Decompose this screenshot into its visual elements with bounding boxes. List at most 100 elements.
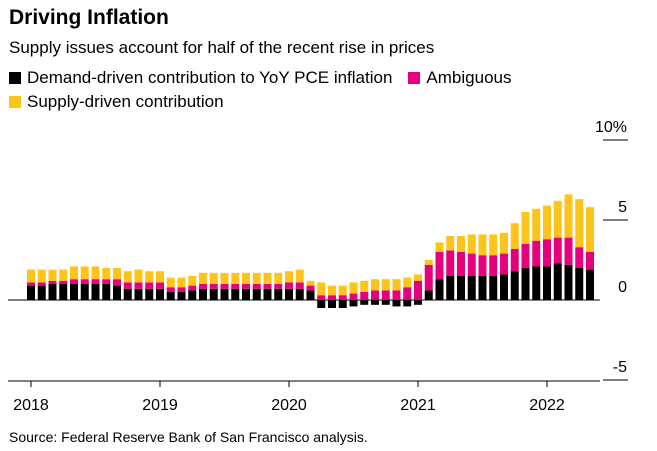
bar-supply-2019-06 [209, 272, 218, 284]
bar-demand-2021-05 [457, 276, 465, 300]
bar-supply-2021-06 [467, 234, 476, 254]
bar-ambiguous-2018-04 [59, 280, 68, 284]
bar-demand-2021-04 [446, 276, 455, 300]
bar-ambiguous-2018-11 [134, 282, 143, 289]
bar-supply-2020-07 [349, 282, 358, 294]
bar-ambiguous-2019-12 [274, 284, 283, 289]
bar-ambiguous-2018-12 [145, 282, 154, 289]
bar-demand-2019-11 [263, 288, 272, 300]
bar-supply-2020-01 [285, 271, 293, 283]
bar-ambiguous-2018-10 [123, 282, 132, 289]
bar-ambiguous-2021-08 [489, 255, 498, 276]
bar-supply-2021-03 [435, 242, 444, 252]
legend-label-ambiguous: Ambiguous [426, 68, 512, 87]
bar-ambiguous-2020-10 [381, 290, 390, 300]
bar-demand-2021-03 [435, 279, 444, 300]
bar-ambiguous-2020-06 [338, 295, 347, 300]
bar-ambiguous-2021-09 [500, 253, 508, 275]
bar-supply-2022-04 [575, 199, 584, 248]
bar-supply-2021-09 [500, 232, 508, 254]
bar-supply-2021-10 [510, 223, 519, 249]
bar-supply-2018-08 [102, 268, 111, 280]
bar-ambiguous-2020-03 [306, 285, 315, 291]
bar-demand-2019-09 [242, 288, 250, 300]
bar-ambiguous-2021-01 [414, 280, 422, 300]
bar-supply-2021-08 [489, 234, 498, 256]
bar-supply-2018-09 [113, 268, 121, 280]
bar-supply-2018-01 [27, 269, 35, 283]
bar-ambiguous-2019-05 [199, 284, 207, 289]
bar-ambiguous-2022-05 [586, 252, 594, 270]
bar-demand-2020-12 [403, 300, 412, 307]
bar-demand-2018-04 [59, 284, 68, 300]
bar-ambiguous-2019-09 [242, 284, 250, 289]
bar-ambiguous-2020-08 [360, 292, 369, 300]
bar-ambiguous-2018-05 [70, 279, 78, 284]
bar-ambiguous-2021-10 [510, 248, 519, 272]
bar-demand-2018-08 [102, 284, 111, 300]
bar-ambiguous-2022-04 [575, 247, 584, 268]
bar-ambiguous-2018-03 [48, 280, 57, 284]
bar-demand-2021-02 [424, 290, 433, 300]
bar-demand-2022-01 [543, 266, 551, 300]
bar-demand-2022-04 [575, 268, 584, 300]
legend-swatch-supply [9, 96, 21, 108]
bar-supply-2018-10 [123, 271, 132, 283]
bar-supply-2019-03 [177, 277, 186, 288]
bar-supply-2022-03 [564, 194, 573, 238]
bar-supply-2018-12 [145, 271, 154, 283]
bar-supply-2021-07 [478, 234, 487, 256]
bar-ambiguous-2019-03 [177, 287, 186, 292]
bar-supply-2019-02 [166, 277, 175, 288]
bar-supply-2021-01 [414, 274, 422, 281]
bar-demand-2020-09 [371, 300, 379, 305]
legend-row-1: Demand-driven contribution to YoY PCE in… [9, 68, 527, 88]
bar-supply-2020-09 [371, 279, 379, 291]
x-tick-label: 2020 [271, 397, 307, 414]
bar-supply-2020-11 [392, 279, 401, 291]
bar-demand-2020-06 [338, 300, 347, 308]
bar-ambiguous-2022-03 [564, 237, 573, 265]
bar-demand-2021-07 [478, 276, 487, 300]
legend-label-demand: Demand-driven contribution to YoY PCE in… [27, 68, 393, 87]
bar-ambiguous-2020-02 [295, 282, 304, 289]
bar-ambiguous-2021-12 [532, 240, 541, 267]
y-tick-label: -5 [613, 359, 627, 376]
bar-ambiguous-2018-01 [27, 282, 35, 286]
y-tick-label: 5 [618, 199, 627, 216]
bar-ambiguous-2021-04 [446, 250, 455, 276]
bar-supply-2019-05 [199, 272, 207, 284]
bar-demand-2021-08 [489, 276, 498, 300]
bar-demand-2020-07 [349, 300, 358, 307]
bar-demand-2019-01 [156, 288, 164, 300]
legend-swatch-demand [9, 72, 21, 84]
bar-demand-2019-07 [220, 288, 229, 300]
bar-supply-2020-05 [328, 285, 336, 296]
bar-demand-2022-02 [553, 263, 562, 300]
bar-demand-2020-10 [381, 300, 390, 305]
bar-ambiguous-2019-02 [166, 287, 175, 292]
bar-demand-2018-12 [145, 288, 154, 300]
bar-demand-2018-02 [37, 285, 46, 300]
bar-ambiguous-2021-05 [457, 252, 465, 276]
bar-demand-2019-05 [199, 288, 207, 300]
bar-demand-2019-12 [274, 288, 283, 300]
bar-ambiguous-2019-11 [263, 284, 272, 289]
bar-ambiguous-2019-04 [188, 285, 197, 291]
legend-item-demand: Demand-driven contribution to YoY PCE in… [9, 68, 392, 88]
bar-ambiguous-2019-10 [252, 284, 261, 289]
bar-supply-2021-04 [446, 236, 455, 251]
bar-supply-2019-10 [252, 272, 261, 284]
bar-ambiguous-2021-02 [424, 264, 433, 291]
bar-supply-2019-04 [188, 276, 197, 286]
bar-demand-2019-06 [209, 288, 218, 300]
bar-ambiguous-2019-08 [231, 284, 240, 289]
bar-supply-2022-02 [553, 200, 562, 238]
bar-supply-2019-11 [263, 272, 272, 284]
bar-supply-2021-11 [521, 212, 530, 244]
bar-supply-2018-06 [80, 266, 89, 280]
bar-ambiguous-2021-11 [521, 244, 530, 268]
x-tick-label: 2021 [400, 397, 436, 414]
bar-ambiguous-2020-04 [317, 295, 326, 300]
